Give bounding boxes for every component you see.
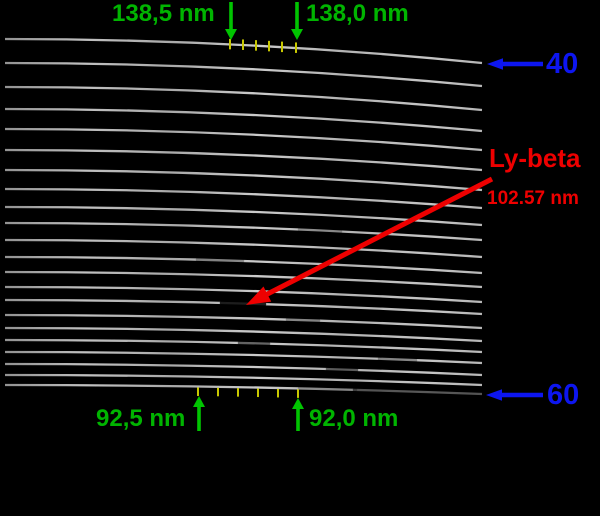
up-arrow-icon [193, 396, 205, 431]
spectral-order-line [4, 362, 483, 377]
wavelength-label-138-5: 138,5 nm [112, 0, 215, 27]
spectral-order-line [4, 313, 483, 330]
wavelength-label-138-0: 138,0 nm [306, 0, 409, 27]
lyman-beta-pointer-arrow-icon [246, 176, 494, 305]
absorption-feature [237, 340, 271, 346]
absorption-feature [297, 386, 358, 393]
spectral-order-line [4, 187, 483, 210]
down-arrow-icon [225, 2, 237, 40]
wavelength-tick-marks [197, 38, 299, 398]
absorption-feature [325, 366, 359, 373]
spectral-order-line [4, 338, 483, 354]
lyman-beta-label: Ly-beta [489, 143, 581, 173]
spectral-order-line [4, 298, 483, 316]
spectral-order-line [4, 205, 483, 227]
down-arrow-icon [291, 2, 303, 40]
spectral-order-line [4, 255, 483, 275]
spectral-order-line [4, 221, 483, 242]
up-arrow-icon [292, 398, 304, 431]
spectral-order-line [4, 270, 483, 289]
order-number-label-40: 40 [546, 48, 579, 80]
spectral-order-line [4, 127, 483, 152]
absorption-feature [219, 300, 267, 307]
absorption-feature [195, 257, 245, 264]
absorption-feature [377, 356, 418, 363]
spectral-order-line [4, 238, 483, 259]
wavelength-label-92-0: 92,0 nm [309, 405, 399, 432]
spectral-order-line [4, 148, 483, 172]
absorption-feature [285, 317, 321, 323]
spectral-order-line [4, 285, 483, 304]
spectral-order-line [4, 350, 483, 365]
left-arrow-icon [486, 389, 543, 401]
spectral-order-lines [4, 37, 485, 397]
spectral-order-line [4, 168, 483, 192]
absorption-feature [352, 387, 485, 397]
absorption-feature [297, 227, 343, 234]
annotation-arrows [193, 2, 543, 431]
left-arrow-icon [487, 58, 543, 70]
wavelength-label-92-5: 92,5 nm [96, 405, 186, 432]
spectral-order-line [4, 326, 483, 343]
spectral-order-line [4, 107, 483, 133]
order-number-label-60: 60 [547, 379, 580, 411]
spectral-order-line [4, 61, 483, 88]
spectral-order-line [4, 85, 483, 112]
spectral-order-line [4, 373, 483, 387]
spectral-order-line [4, 383, 485, 397]
lyman-beta-wavelength-label: 102.57 nm [487, 188, 579, 209]
